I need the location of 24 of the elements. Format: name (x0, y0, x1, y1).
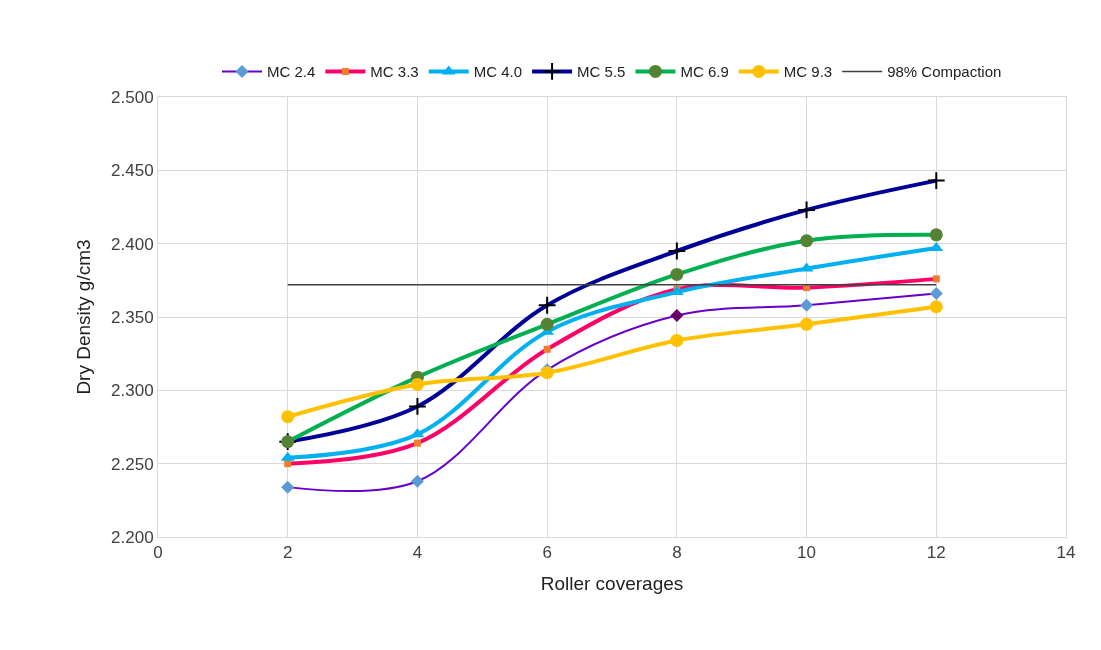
y-axis-title: Dry Density g/cm3 (72, 239, 94, 395)
legend-label: MC 2.4 (267, 63, 316, 81)
x-tick-label: 8 (672, 543, 682, 563)
legend-label: 98% Compaction (887, 63, 1002, 81)
y-tick-label: 2.450 (111, 161, 154, 181)
x-tick-label: 12 (926, 543, 946, 563)
x-axis-title: Roller coverages (540, 573, 684, 595)
legend-label: MC 5.5 (577, 63, 626, 81)
legend-label: MC 6.9 (680, 63, 729, 81)
x-tick-label: 0 (153, 543, 163, 563)
y-tick-label: 2.200 (111, 527, 154, 547)
y-tick-label: 2.250 (111, 454, 154, 474)
y-tick-label: 2.350 (111, 307, 154, 327)
legend-label: MC 4.0 (473, 63, 523, 81)
legend-label: MC 9.3 (783, 63, 833, 81)
x-tick-label: 14 (1056, 543, 1076, 563)
y-tick-label: 2.400 (111, 234, 154, 254)
x-tick-label: 4 (412, 543, 423, 563)
x-tick-label: 2 (282, 543, 293, 563)
y-tick-label: 2.300 (111, 381, 154, 401)
y-tick-label: 2.500 (111, 87, 154, 107)
legend-label: MC 3.3 (370, 63, 419, 81)
x-tick-label: 10 (797, 543, 817, 563)
x-tick-label: 6 (542, 543, 552, 563)
